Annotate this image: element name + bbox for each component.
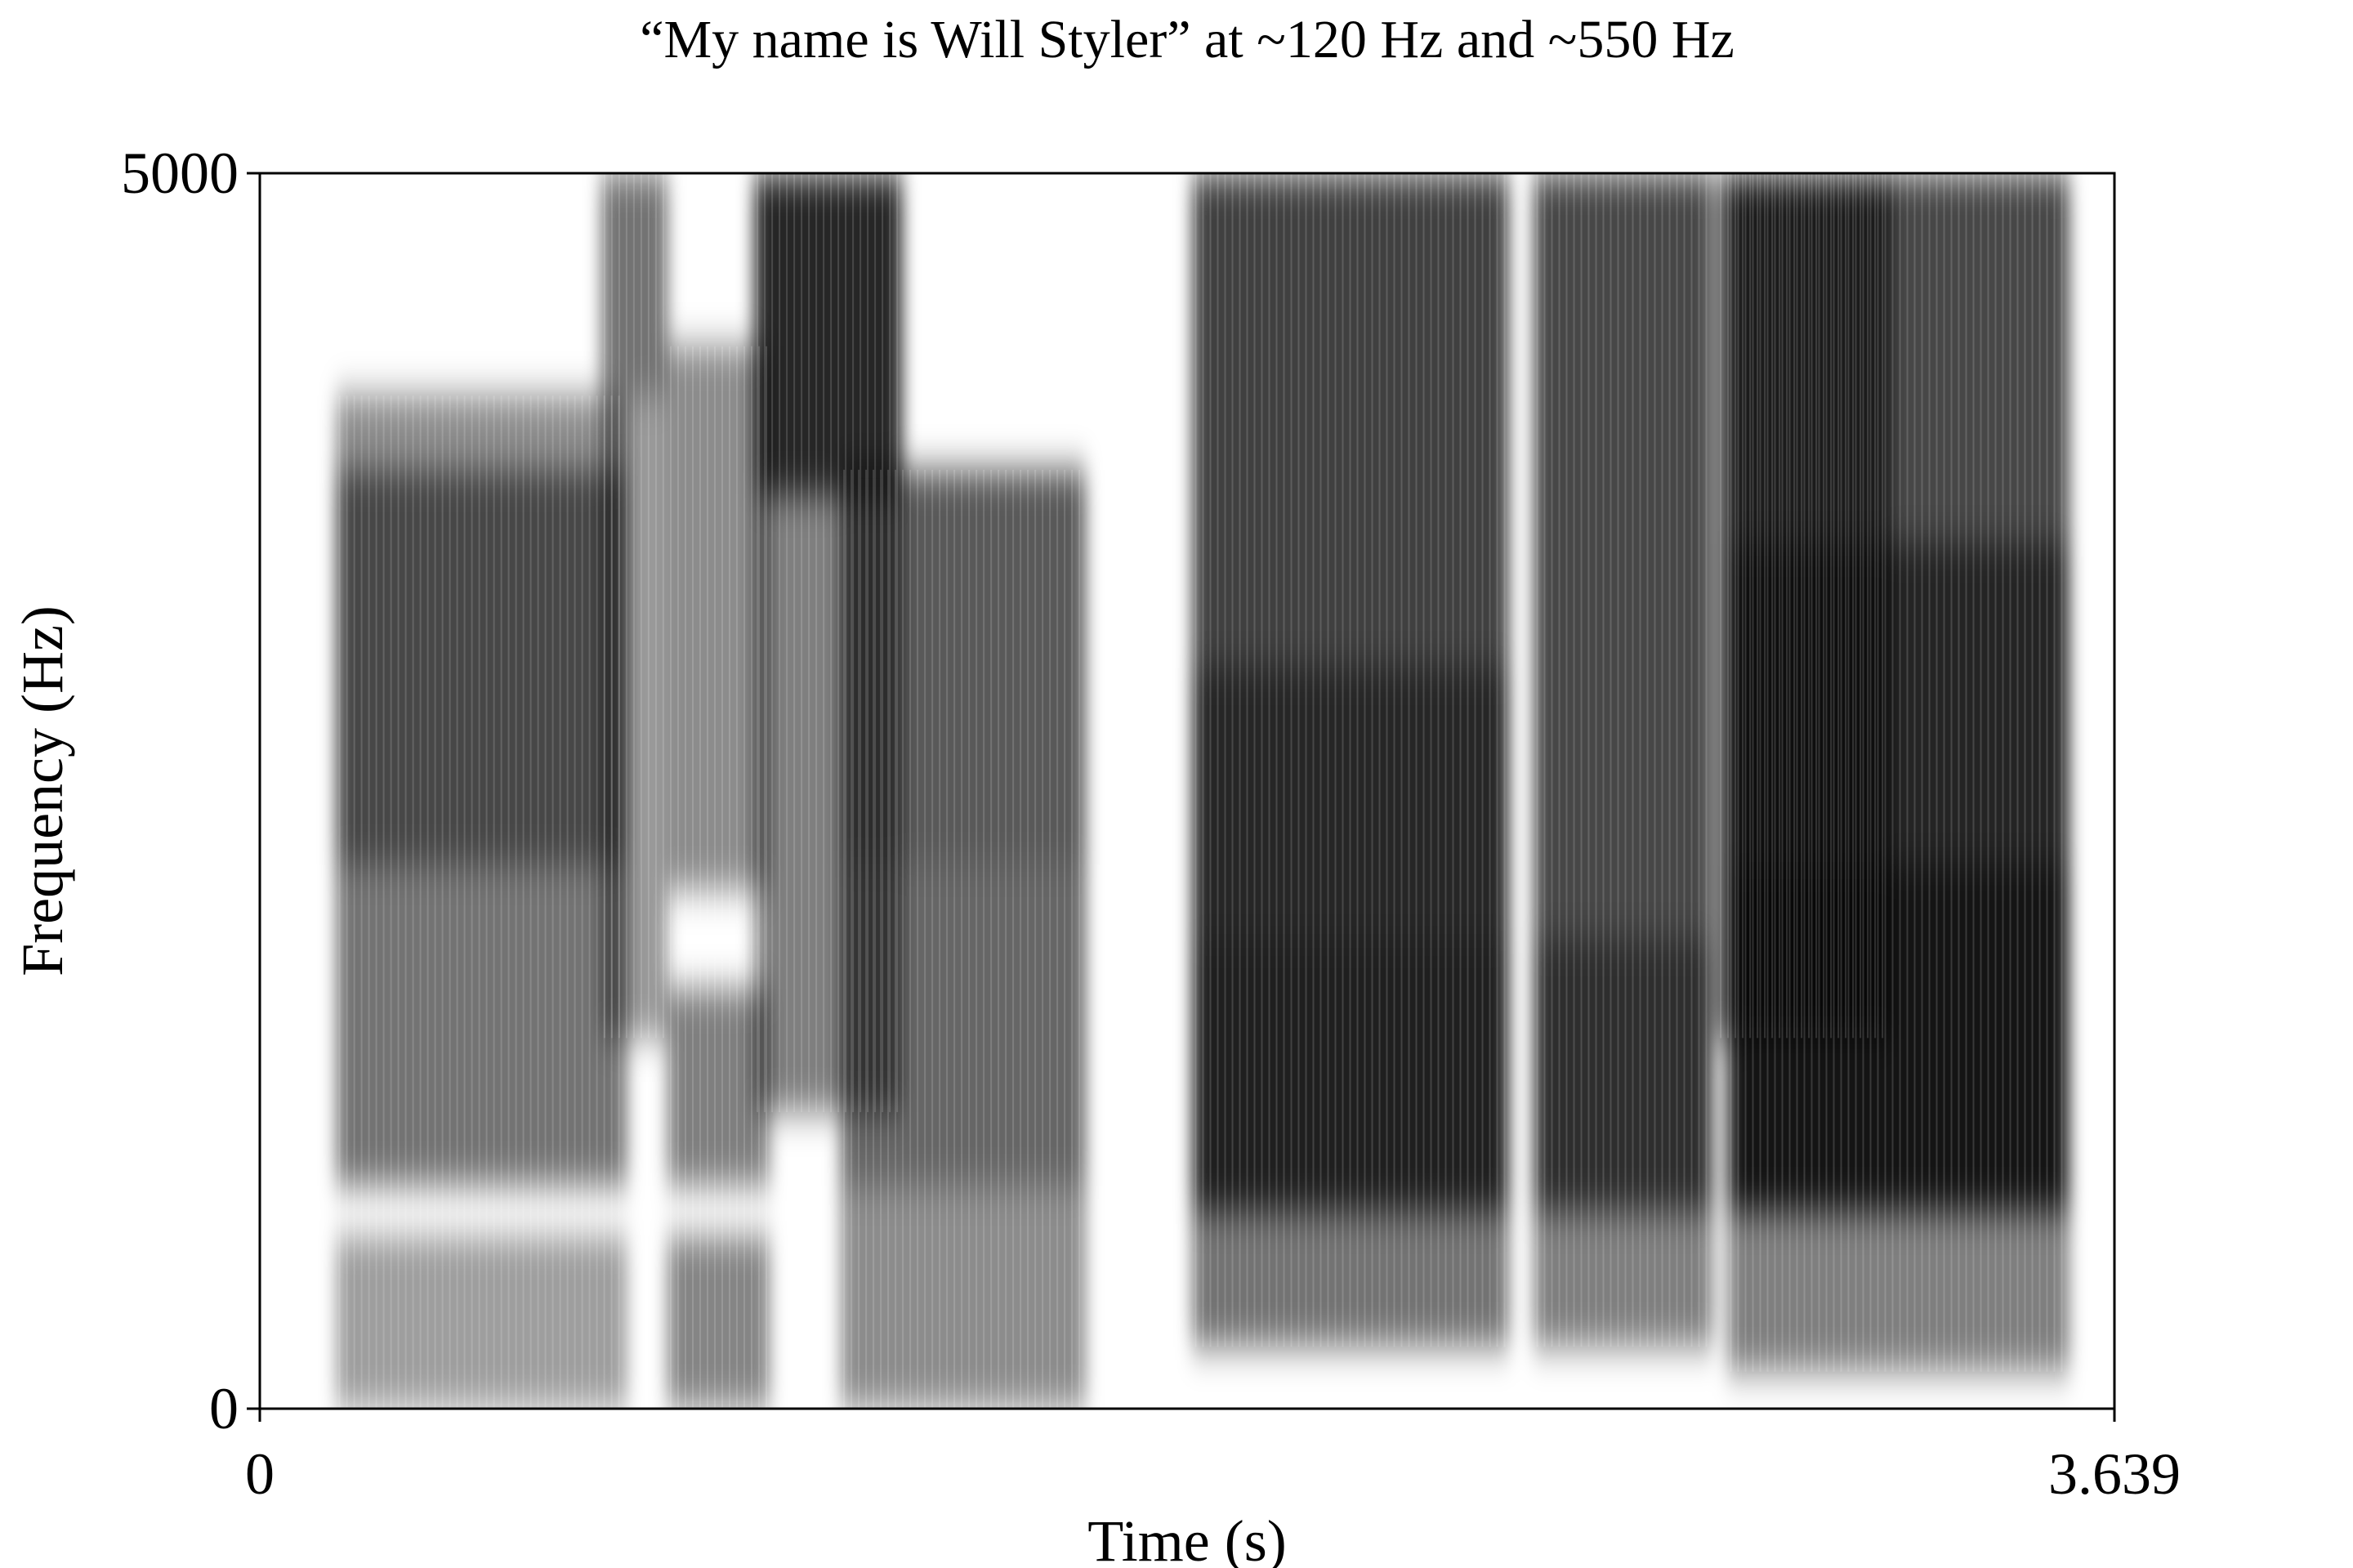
y-tick-label-max: 5000 (121, 141, 239, 206)
spectrogram-energy (337, 173, 2069, 1409)
spectrogram-band-6-1 (1534, 939, 1712, 1211)
spectrogram-band-6-2 (1534, 173, 1712, 939)
y-tick-label-min: 0 (209, 1376, 239, 1441)
spectrogram-band-2-0 (668, 1235, 770, 1409)
spectrogram-band-0-2 (337, 470, 627, 865)
spectrogram-band-4-0 (841, 1186, 1085, 1409)
chart-title: “My name is Will Styler” at ~120 Hz and … (640, 10, 1735, 69)
spectrogram-band-6-0 (1534, 1211, 1712, 1347)
x-tick-label-max: 3.639 (2048, 1441, 2181, 1507)
spectrogram-band-0-1 (337, 865, 627, 1186)
spectrogram-band-2-2 (668, 346, 770, 890)
spectrogram-band-0-0 (337, 1235, 627, 1409)
spectrogram-band-4-2 (841, 470, 1085, 865)
x-axis-label: Time (s) (1087, 1508, 1286, 1568)
y-axis-label: Frequency (Hz) (10, 605, 75, 976)
x-tick-label-min: 0 (245, 1441, 275, 1507)
spectrogram-band-3-1 (754, 173, 902, 494)
spectrogram-band-0-3 (337, 395, 627, 470)
spectrogram-band-4-1 (841, 865, 1085, 1186)
spectrogram-band-2-1 (668, 989, 770, 1186)
